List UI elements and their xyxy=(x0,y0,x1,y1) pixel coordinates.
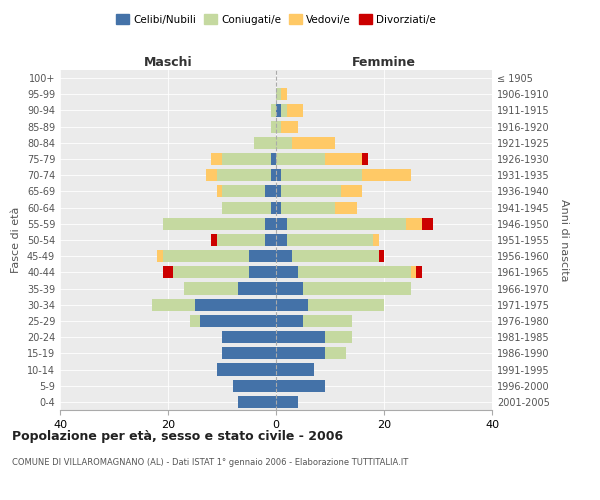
Bar xyxy=(308,298,384,311)
Bar xyxy=(222,331,276,343)
Bar xyxy=(325,348,346,360)
Bar xyxy=(287,234,373,246)
Y-axis label: Fasce di età: Fasce di età xyxy=(11,207,21,273)
Legend: Celibi/Nubili, Coniugati/e, Vedovi/e, Divorziati/e: Celibi/Nubili, Coniugati/e, Vedovi/e, Di… xyxy=(112,10,440,29)
Bar xyxy=(190,315,200,327)
Bar xyxy=(281,104,287,117)
Bar xyxy=(281,88,287,101)
Bar xyxy=(157,250,163,262)
Bar xyxy=(271,153,276,165)
Bar xyxy=(271,104,276,117)
Bar xyxy=(373,234,379,246)
Bar xyxy=(303,282,411,294)
Bar xyxy=(238,282,276,294)
Bar xyxy=(238,396,276,408)
Bar xyxy=(200,315,276,327)
Bar xyxy=(276,169,281,181)
Bar xyxy=(265,218,276,230)
Bar xyxy=(276,315,303,327)
Bar xyxy=(276,396,298,408)
Bar xyxy=(276,380,325,392)
Bar xyxy=(271,120,276,132)
Bar xyxy=(206,169,217,181)
Bar xyxy=(276,186,281,198)
Bar xyxy=(325,153,362,165)
Bar xyxy=(254,137,276,149)
Bar xyxy=(195,298,276,311)
Bar xyxy=(163,218,265,230)
Bar xyxy=(292,250,379,262)
Bar xyxy=(281,169,362,181)
Bar xyxy=(222,348,276,360)
Bar xyxy=(303,315,352,327)
Bar xyxy=(276,364,314,376)
Bar xyxy=(276,104,281,117)
Bar xyxy=(362,169,411,181)
Bar xyxy=(265,186,276,198)
Bar xyxy=(298,266,411,278)
Bar xyxy=(281,202,335,213)
Bar xyxy=(249,266,276,278)
Bar xyxy=(422,218,433,230)
Bar xyxy=(416,266,422,278)
Bar xyxy=(222,202,271,213)
Bar xyxy=(276,120,281,132)
Bar xyxy=(276,153,325,165)
Bar xyxy=(211,234,217,246)
Bar xyxy=(217,234,265,246)
Bar xyxy=(341,186,362,198)
Bar xyxy=(276,282,303,294)
Bar xyxy=(276,331,325,343)
Bar xyxy=(211,153,222,165)
Bar xyxy=(335,202,357,213)
Y-axis label: Anni di nascita: Anni di nascita xyxy=(559,198,569,281)
Bar xyxy=(325,331,352,343)
Bar xyxy=(276,218,287,230)
Bar xyxy=(411,266,416,278)
Bar xyxy=(222,186,265,198)
Bar xyxy=(233,380,276,392)
Bar xyxy=(173,266,249,278)
Bar xyxy=(281,120,298,132)
Bar xyxy=(163,250,249,262)
Bar xyxy=(276,88,281,101)
Bar xyxy=(184,282,238,294)
Bar xyxy=(276,137,292,149)
Bar xyxy=(217,169,271,181)
Bar xyxy=(217,186,222,198)
Bar xyxy=(276,250,292,262)
Bar xyxy=(281,186,341,198)
Bar xyxy=(276,298,308,311)
Bar xyxy=(152,298,195,311)
Text: COMUNE DI VILLAROMAGNANO (AL) - Dati ISTAT 1° gennaio 2006 - Elaborazione TUTTIT: COMUNE DI VILLAROMAGNANO (AL) - Dati IST… xyxy=(12,458,408,467)
Bar xyxy=(406,218,422,230)
Text: Maschi: Maschi xyxy=(143,56,193,69)
Bar xyxy=(271,202,276,213)
Bar xyxy=(276,348,325,360)
Bar xyxy=(217,364,276,376)
Bar xyxy=(222,153,271,165)
Bar xyxy=(163,266,173,278)
Bar xyxy=(287,104,303,117)
Bar xyxy=(276,266,298,278)
Bar xyxy=(362,153,368,165)
Text: Femmine: Femmine xyxy=(352,56,416,69)
Bar xyxy=(271,169,276,181)
Bar xyxy=(292,137,335,149)
Bar xyxy=(287,218,406,230)
Bar xyxy=(265,234,276,246)
Text: Popolazione per età, sesso e stato civile - 2006: Popolazione per età, sesso e stato civil… xyxy=(12,430,343,443)
Bar xyxy=(379,250,384,262)
Bar xyxy=(276,234,287,246)
Bar xyxy=(276,202,281,213)
Bar xyxy=(249,250,276,262)
